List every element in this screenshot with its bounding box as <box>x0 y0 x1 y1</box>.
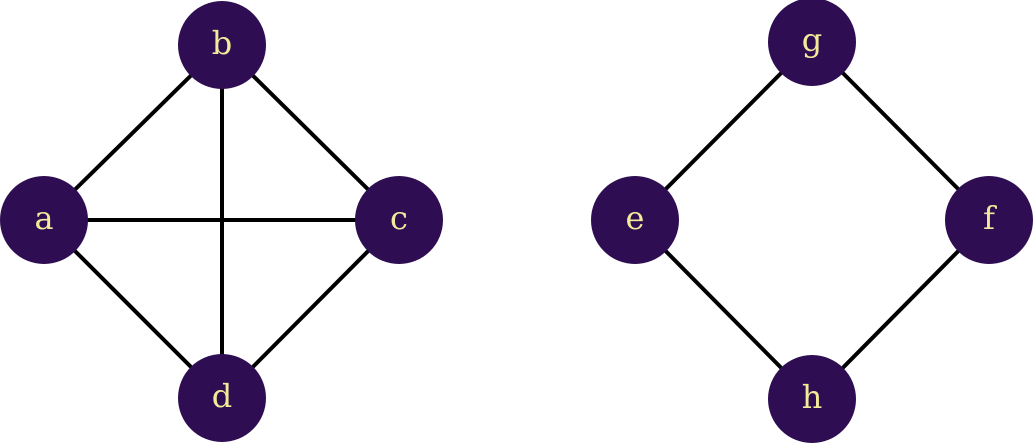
node-label-h: h <box>802 378 823 416</box>
node-e: e <box>591 176 679 264</box>
node-circle-h <box>768 355 856 443</box>
node-b: b <box>178 1 266 89</box>
node-label-d: d <box>212 377 232 415</box>
node-label-g: g <box>802 21 822 59</box>
node-c: c <box>355 176 443 264</box>
node-circle-d <box>178 354 266 442</box>
node-circle-e <box>591 176 679 264</box>
node-circle-a <box>0 176 88 264</box>
node-circle-c <box>355 176 443 264</box>
node-g: g <box>768 0 856 86</box>
node-label-b: b <box>212 24 232 62</box>
node-label-e: e <box>626 199 645 237</box>
node-f: f <box>945 176 1033 264</box>
node-label-f: f <box>983 199 997 237</box>
node-circle-g <box>768 0 856 86</box>
node-label-c: c <box>390 199 408 237</box>
node-d: d <box>178 354 266 442</box>
node-circle-f <box>945 176 1033 264</box>
node-circle-b <box>178 1 266 89</box>
node-h: h <box>768 355 856 443</box>
node-a: a <box>0 176 88 264</box>
edges-layer <box>42 40 991 401</box>
node-label-a: a <box>34 199 53 237</box>
